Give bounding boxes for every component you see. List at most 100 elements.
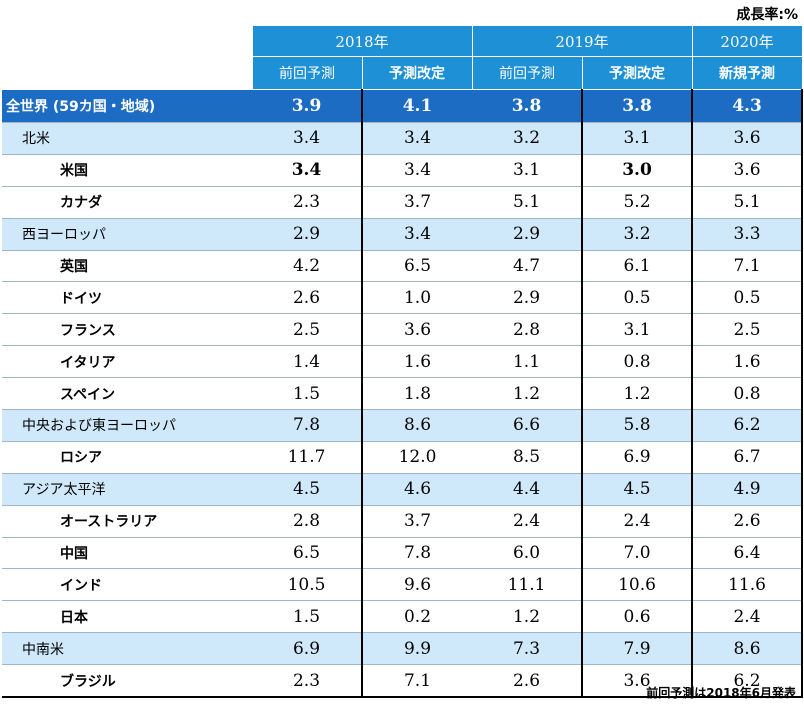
value-cell: 3.6 (691, 122, 803, 155)
value-cell: 3.8 (581, 89, 692, 123)
value-cell: 0.8 (691, 377, 803, 411)
row-label: ドイツ (2, 281, 252, 315)
sub-header-2020-new: 新規予測 (691, 56, 803, 90)
value-cell: 7.1 (361, 664, 472, 699)
value-cell: 6.2 (691, 664, 803, 699)
value-cell: 6.2 (691, 409, 803, 442)
value-cell: 4.7 (472, 250, 582, 283)
value-cell: 4.6 (361, 473, 472, 506)
value-cell: 3.6 (691, 154, 803, 187)
value-cell: 2.8 (472, 313, 582, 347)
value-cell: 7.9 (581, 632, 692, 666)
year-header-2019: 2019年 (471, 25, 693, 57)
value-cell: 3.1 (472, 154, 582, 187)
row-label: オーストラリア (2, 505, 252, 538)
row-label: 中南米 (2, 632, 252, 666)
value-cell: 3.1 (581, 313, 692, 347)
value-cell: 9.9 (361, 632, 472, 666)
value-cell: 2.4 (691, 600, 803, 634)
value-cell: 3.4 (361, 154, 472, 187)
value-cell: 4.2 (252, 250, 362, 283)
value-cell: 4.3 (691, 89, 803, 123)
value-cell: 3.4 (361, 122, 472, 155)
value-cell: 0.2 (361, 600, 472, 634)
value-cell: 3.4 (252, 154, 362, 187)
table-row: ロシア 11.7 12.0 8.5 6.9 6.7 (2, 441, 803, 474)
value-cell: 3.9 (252, 89, 362, 123)
value-cell: 2.9 (472, 281, 582, 315)
value-cell: 8.6 (361, 409, 472, 442)
value-cell: 1.2 (472, 377, 582, 411)
value-cell: 8.6 (691, 632, 803, 666)
value-cell: 2.5 (252, 313, 362, 347)
table-row: イタリア 1.4 1.6 1.1 0.8 1.6 (2, 345, 803, 379)
value-cell: 2.4 (472, 505, 582, 538)
value-cell: 12.0 (361, 441, 472, 474)
year-header-2018: 2018年 (251, 25, 473, 57)
value-cell: 6.9 (581, 441, 692, 474)
value-cell: 5.1 (691, 186, 803, 219)
value-cell: 2.3 (252, 186, 362, 219)
value-cell: 2.8 (252, 505, 362, 538)
value-cell: 1.2 (472, 600, 582, 634)
value-cell: 7.0 (581, 537, 692, 570)
value-cell: 6.1 (581, 250, 692, 283)
sub-header-2018-previous: 前回予測 (251, 56, 363, 90)
table-row: 中央および東ヨーロッパ 7.8 8.6 6.6 5.8 6.2 (2, 409, 803, 442)
table-row: 中国 6.5 7.8 6.0 7.0 6.4 (2, 537, 803, 570)
year-header-row: 2018年 2019年 2020年 (2, 25, 803, 57)
value-cell: 3.2 (581, 218, 692, 251)
value-cell: 0.8 (581, 345, 692, 379)
value-cell: 6.5 (252, 537, 362, 570)
row-label: インド (2, 568, 252, 602)
row-label: 北米 (2, 122, 252, 155)
table-row: フランス 2.5 3.6 2.8 3.1 2.5 (2, 313, 803, 347)
value-cell: 7.3 (472, 632, 582, 666)
value-cell: 2.6 (252, 281, 362, 315)
row-label: 中国 (2, 537, 252, 570)
sub-header-row: 前回予測 予測改定 前回予測 予測改定 新規予測 (2, 56, 803, 90)
value-cell: 1.1 (472, 345, 582, 379)
table-row: 中南米 6.9 9.9 7.3 7.9 8.6 (2, 632, 803, 666)
row-label: スペイン (2, 377, 252, 411)
value-cell: 2.6 (472, 664, 582, 699)
sub-header-2018-revised: 予測改定 (361, 56, 473, 90)
value-cell: 3.4 (361, 218, 472, 251)
value-cell: 4.1 (361, 89, 472, 123)
value-cell: 1.0 (361, 281, 472, 315)
value-cell: 11.1 (472, 568, 582, 602)
value-cell: 2.9 (472, 218, 582, 251)
value-cell: 3.4 (252, 122, 362, 155)
value-cell: 3.1 (581, 122, 692, 155)
value-cell: 6.6 (472, 409, 582, 442)
value-cell: 6.5 (361, 250, 472, 283)
value-cell: 6.9 (252, 632, 362, 666)
row-label: 西ヨーロッパ (2, 218, 252, 251)
year-header-2020: 2020年 (691, 25, 803, 57)
value-cell: 6.0 (472, 537, 582, 570)
value-cell: 9.6 (361, 568, 472, 602)
value-cell: 5.2 (581, 186, 692, 219)
row-label: カナダ (2, 186, 252, 219)
table-row: アジア太平洋 4.5 4.6 4.4 4.5 4.9 (2, 473, 803, 506)
sub-header-2019-previous: 前回予測 (471, 56, 583, 90)
value-cell: 3.7 (361, 505, 472, 538)
value-cell: 3.6 (361, 313, 472, 347)
value-cell: 11.6 (691, 568, 803, 602)
row-label: 日本 (2, 600, 252, 634)
value-cell: 3.8 (472, 89, 582, 123)
value-cell: 1.4 (252, 345, 362, 379)
row-label: 英国 (2, 250, 252, 283)
value-cell: 8.5 (472, 441, 582, 474)
value-cell: 7.1 (691, 250, 803, 283)
value-cell: 4.9 (691, 473, 803, 506)
unit-label: 成長率:% (736, 7, 798, 23)
value-cell: 0.6 (581, 600, 692, 634)
value-cell: 1.6 (691, 345, 803, 379)
table-row: 西ヨーロッパ 2.9 3.4 2.9 3.2 3.3 (2, 218, 803, 251)
value-cell: 2.5 (691, 313, 803, 347)
header-blank-cell (2, 25, 252, 57)
value-cell: 10.6 (581, 568, 692, 602)
value-cell: 7.8 (361, 537, 472, 570)
value-cell: 4.5 (581, 473, 692, 506)
